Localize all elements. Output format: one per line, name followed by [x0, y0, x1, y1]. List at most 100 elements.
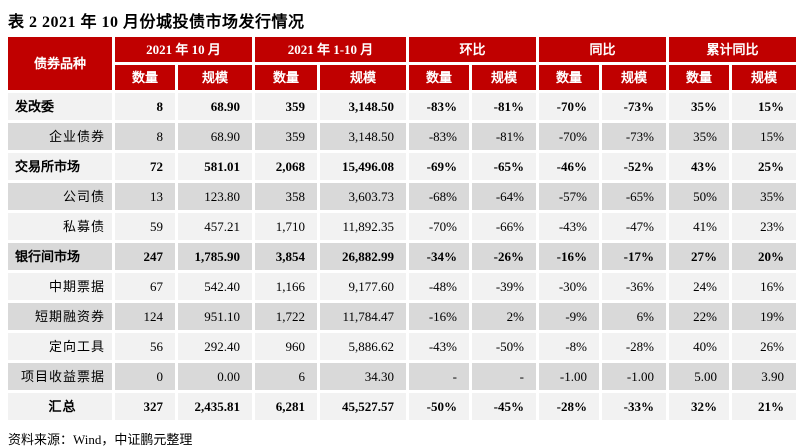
value-cell: 542.40 — [178, 273, 252, 300]
value-cell: -50% — [472, 333, 536, 360]
value-cell: -81% — [472, 93, 536, 120]
value-cell: 3,854 — [255, 243, 317, 270]
value-cell: -26% — [472, 243, 536, 270]
value-cell: -50% — [409, 393, 469, 420]
value-cell: -52% — [602, 153, 666, 180]
value-cell: -43% — [409, 333, 469, 360]
value-cell: 26,882.99 — [320, 243, 406, 270]
value-cell: 3,148.50 — [320, 123, 406, 150]
value-cell: 581.01 — [178, 153, 252, 180]
subheader-scale: 规模 — [602, 65, 666, 90]
row-label: 公司债 — [8, 183, 112, 210]
value-cell: 951.10 — [178, 303, 252, 330]
value-cell: 72 — [115, 153, 175, 180]
value-cell: 26% — [732, 333, 796, 360]
value-cell: -73% — [602, 93, 666, 120]
source-note: 资料来源：Wind，中证鹏元整理 — [8, 432, 193, 447]
row-label: 发改委 — [8, 93, 112, 120]
value-cell: 50% — [669, 183, 729, 210]
value-cell: 34.30 — [320, 363, 406, 390]
value-cell: 2,068 — [255, 153, 317, 180]
value-cell: -70% — [539, 123, 599, 150]
subheader-scale: 规模 — [732, 65, 796, 90]
value-cell: -33% — [602, 393, 666, 420]
subheader-count: 数量 — [409, 65, 469, 90]
value-cell: -48% — [409, 273, 469, 300]
table-row: 发改委 8 68.90 359 3,148.50 -83% -81% -70% -73% 35% 1… — [8, 93, 796, 120]
value-cell: 21% — [732, 393, 796, 420]
table-body: 发改委 8 68.90 359 3,148.50 -83% -81% -70% -73% 35% 1… — [8, 93, 796, 420]
row-label: 汇总 — [8, 393, 112, 420]
group-header-cum-yoy: 累计同比 — [669, 37, 796, 62]
table-row: 中期票据 67 542.40 1,166 9,177.60 -48% -39% -30% -36… — [8, 273, 796, 300]
value-cell: 59 — [115, 213, 175, 240]
row-label: 定向工具 — [8, 333, 112, 360]
value-cell: 27% — [669, 243, 729, 270]
value-cell: 19% — [732, 303, 796, 330]
value-cell: 15% — [732, 123, 796, 150]
table-row: 私募债 59 457.21 1,710 11,892.35 -70% -66% -43% -47… — [8, 213, 796, 240]
value-cell: -36% — [602, 273, 666, 300]
table-row: 项目收益票据 0 0.00 6 34.30- - -1.00 -1.00 5.00 3.90 — [8, 363, 796, 390]
value-cell: 124 — [115, 303, 175, 330]
value-cell: 1,710 — [255, 213, 317, 240]
value-cell: -16% — [539, 243, 599, 270]
value-cell: 16% — [732, 273, 796, 300]
value-cell: -57% — [539, 183, 599, 210]
value-cell: 292.40 — [178, 333, 252, 360]
value-cell: 35% — [732, 183, 796, 210]
value-cell: 2,435.81 — [178, 393, 252, 420]
value-cell: -64% — [472, 183, 536, 210]
value-cell: 24% — [669, 273, 729, 300]
value-cell: 359 — [255, 123, 317, 150]
subheader-count: 数量 — [255, 65, 317, 90]
value-cell: -68% — [409, 183, 469, 210]
group-header-yoy: 同比 — [539, 37, 666, 62]
value-cell: -73% — [602, 123, 666, 150]
value-cell: -1.00 — [602, 363, 666, 390]
table-row: 企业债券 8 68.90 359 3,148.50 -83% -81% -70% -73% 35%… — [8, 123, 796, 150]
subheader-scale: 规模 — [178, 65, 252, 90]
value-cell: 40% — [669, 333, 729, 360]
value-cell: - — [409, 363, 469, 390]
value-cell: 3.90 — [732, 363, 796, 390]
row-label: 中期票据 — [8, 273, 112, 300]
corner-header: 债券品种 — [8, 37, 112, 90]
value-cell: 1,785.90 — [178, 243, 252, 270]
value-cell: -65% — [472, 153, 536, 180]
value-cell: 68.90 — [178, 93, 252, 120]
row-label: 企业债券 — [8, 123, 112, 150]
value-cell: -70% — [409, 213, 469, 240]
value-cell: 35% — [669, 123, 729, 150]
value-cell: 13 — [115, 183, 175, 210]
value-cell: -28% — [602, 333, 666, 360]
subheader-count: 数量 — [669, 65, 729, 90]
value-cell: 11,892.35 — [320, 213, 406, 240]
value-cell: -1.00 — [539, 363, 599, 390]
value-cell: 8 — [115, 123, 175, 150]
value-cell: -34% — [409, 243, 469, 270]
value-cell: -69% — [409, 153, 469, 180]
value-cell: -65% — [602, 183, 666, 210]
subheader-scale: 规模 — [472, 65, 536, 90]
value-cell: 35% — [669, 93, 729, 120]
value-cell: -43% — [539, 213, 599, 240]
value-cell: 11,784.47 — [320, 303, 406, 330]
value-cell: 3,148.50 — [320, 93, 406, 120]
value-cell: 3,603.73 — [320, 183, 406, 210]
subheader-count: 数量 — [539, 65, 599, 90]
row-label: 交易所市场 — [8, 153, 112, 180]
value-cell: 43% — [669, 153, 729, 180]
bond-issuance-table: 债券品种 2021 年 10 月 2021 年 1-10 月 环比 同比 累计同… — [5, 34, 799, 423]
value-cell: -39% — [472, 273, 536, 300]
value-cell: -9% — [539, 303, 599, 330]
subheader-count: 数量 — [115, 65, 175, 90]
value-cell: 67 — [115, 273, 175, 300]
value-cell: -28% — [539, 393, 599, 420]
value-cell: 1,722 — [255, 303, 317, 330]
group-header-mom: 环比 — [409, 37, 536, 62]
table-row: 定向工具 56 292.40 960 5,886.62 -43% -50% -8% -28% 40… — [8, 333, 796, 360]
value-cell: -30% — [539, 273, 599, 300]
value-cell: -45% — [472, 393, 536, 420]
